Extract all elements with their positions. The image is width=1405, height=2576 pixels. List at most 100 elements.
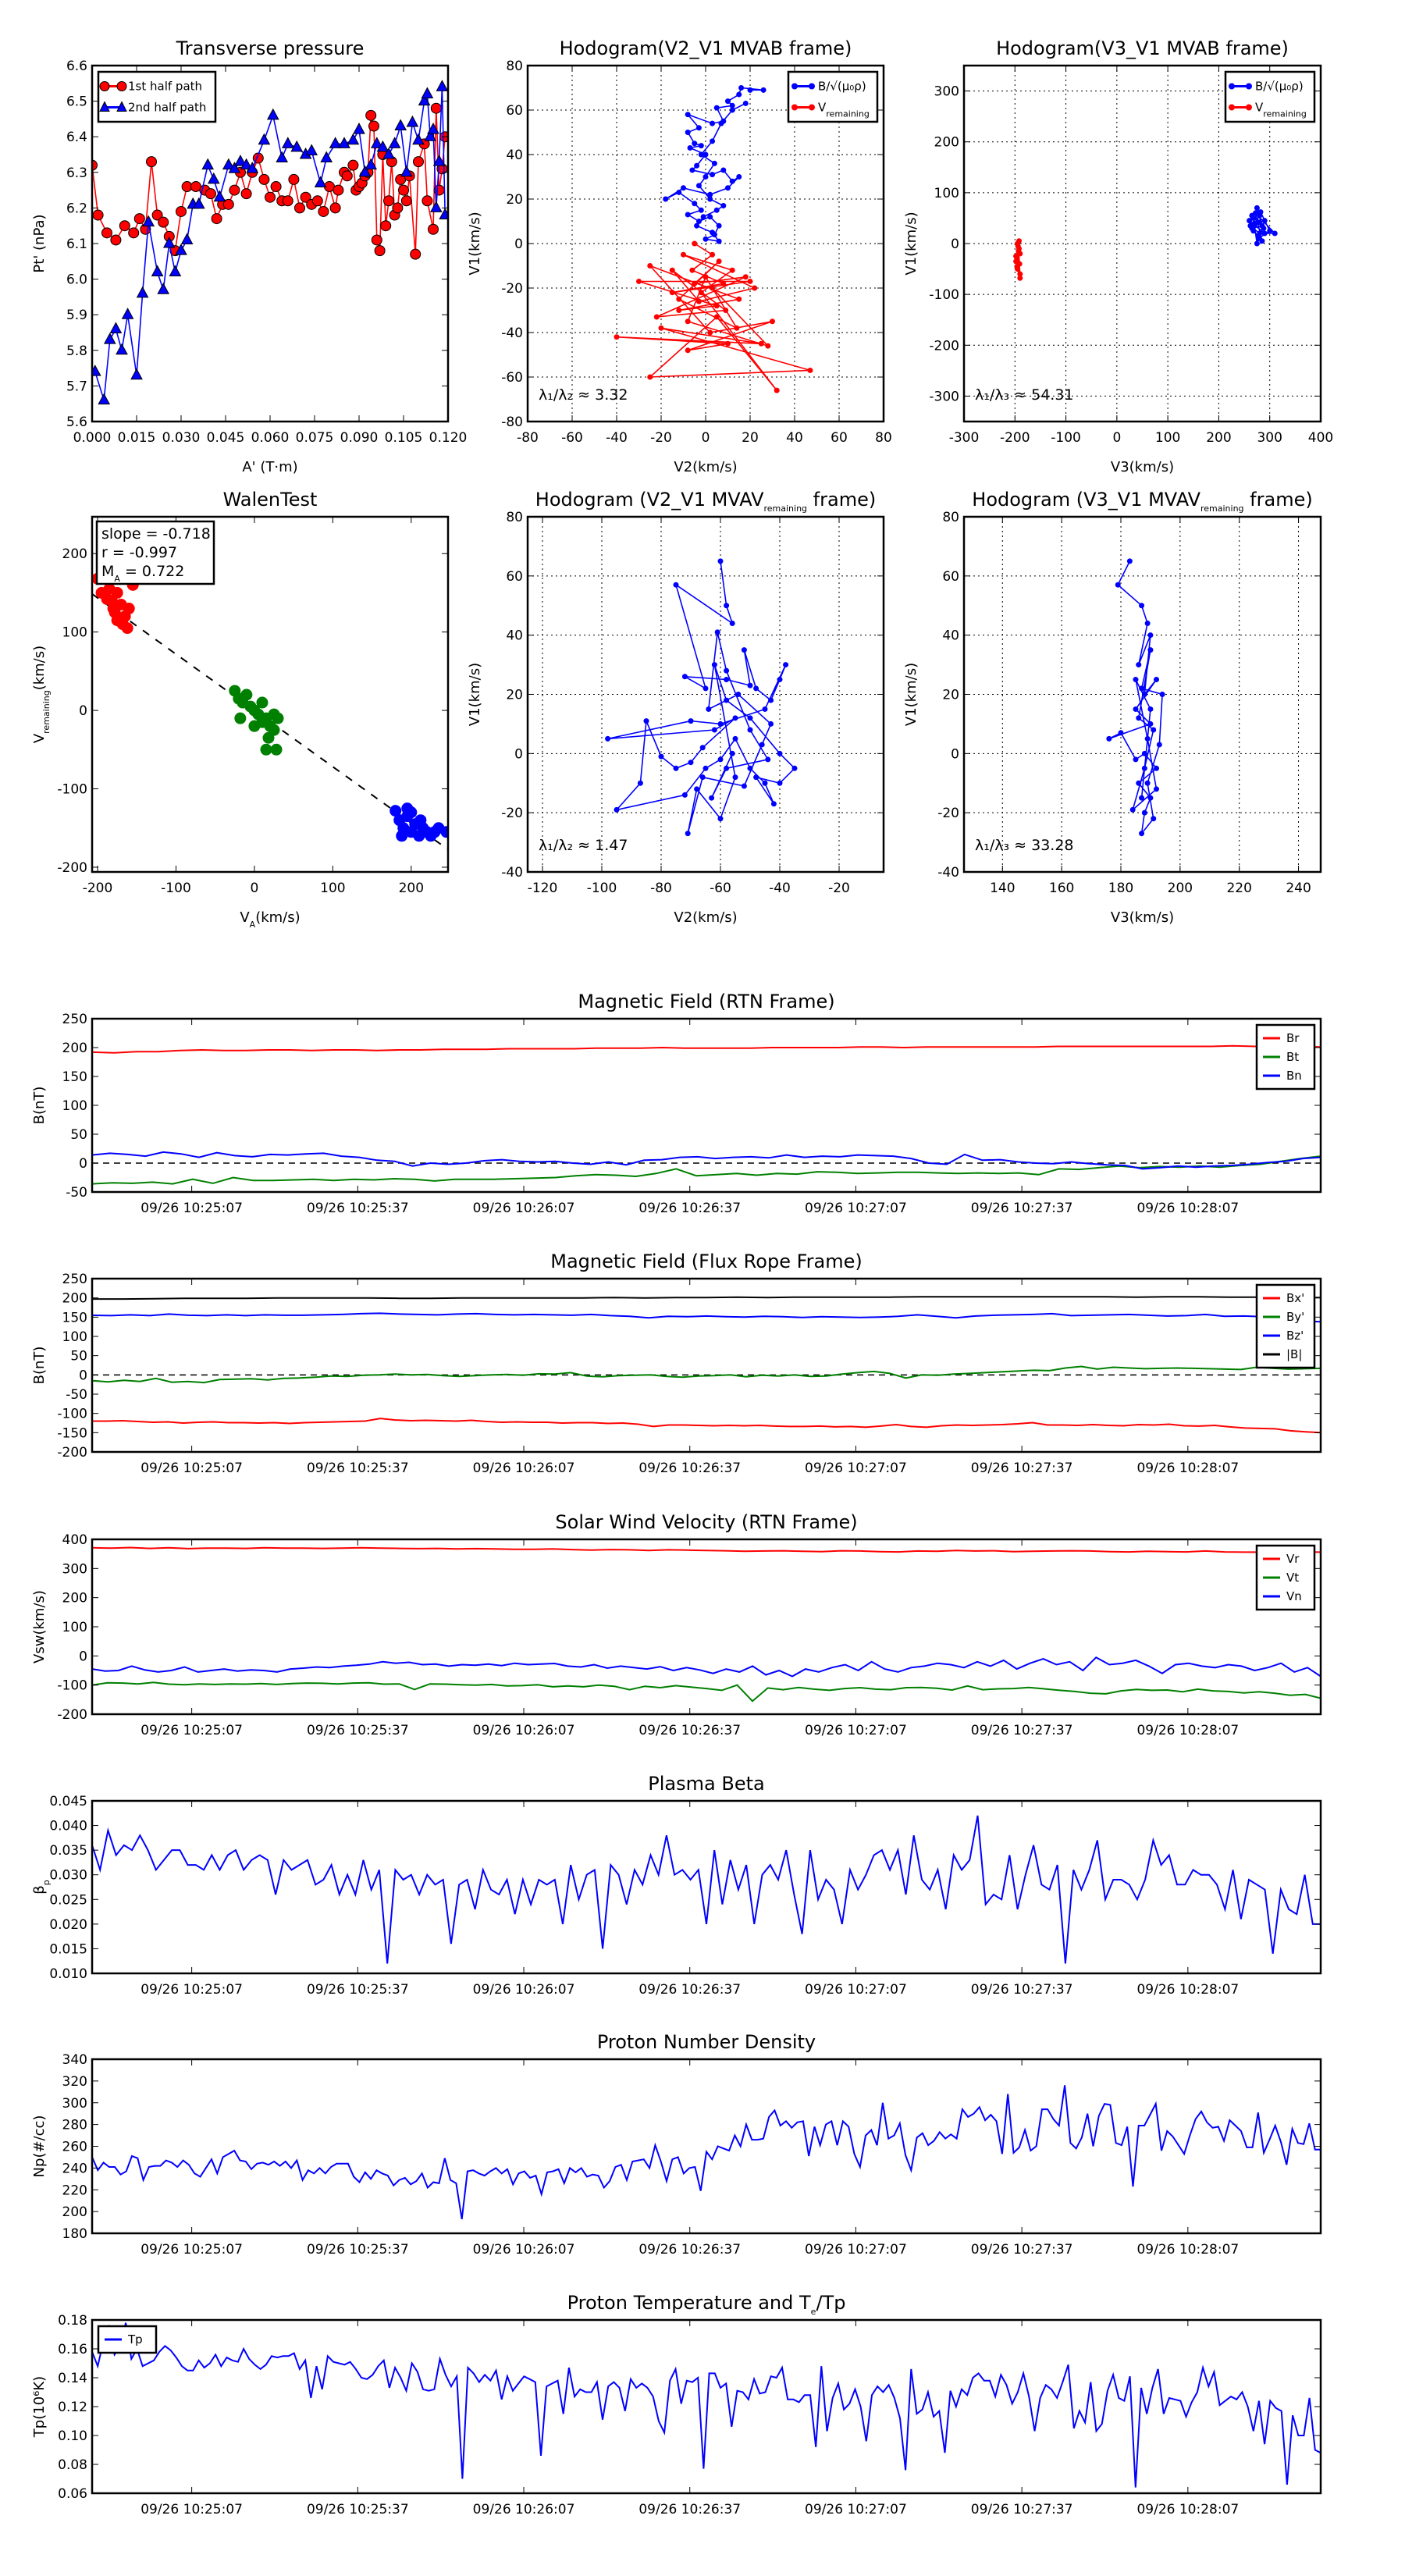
data-point bbox=[685, 347, 691, 354]
data-point bbox=[1017, 275, 1023, 281]
y-axis-label: V1(km/s) bbox=[467, 663, 483, 726]
legend-label: |B| bbox=[1286, 1347, 1302, 1361]
data-point bbox=[711, 160, 717, 166]
text-part: Transverse pressure bbox=[176, 37, 365, 59]
chart-title: WalenTest bbox=[223, 489, 318, 511]
chart-walen: WalenTest -200 -100 0 100 200 -200 -100 0 100 200 V… bbox=[31, 489, 450, 930]
y-tick-label: 100 bbox=[62, 625, 87, 641]
x-tick-label: 09/26 10:25:07 bbox=[140, 2502, 243, 2517]
data-point bbox=[1118, 730, 1124, 736]
data-point bbox=[702, 685, 709, 692]
text-part: B/√(μ₀ρ) bbox=[818, 80, 866, 94]
data-point bbox=[692, 240, 698, 247]
data-point bbox=[1147, 720, 1154, 727]
x-tick-label: 40 bbox=[786, 430, 803, 446]
data-point bbox=[725, 185, 731, 191]
text-part: Magnetic Field (RTN Frame) bbox=[578, 991, 834, 1012]
y-tick-label: -100 bbox=[57, 782, 87, 798]
y-tick-label: 100 bbox=[62, 1620, 87, 1635]
data-point bbox=[710, 172, 716, 178]
y-tick-label: 0.015 bbox=[49, 1941, 87, 1957]
data-point bbox=[341, 170, 353, 182]
data-point bbox=[1247, 218, 1253, 224]
y-tick-label: -150 bbox=[57, 1425, 87, 1441]
data-point bbox=[1151, 816, 1157, 822]
data-point bbox=[777, 677, 783, 683]
x-tick-label: 09/26 10:25:37 bbox=[307, 1461, 409, 1476]
data-point bbox=[673, 765, 679, 771]
data-point bbox=[752, 285, 758, 291]
text-part: A' (T·m) bbox=[242, 459, 297, 475]
legend-label: Bn bbox=[1286, 1069, 1302, 1083]
data-point bbox=[681, 185, 686, 191]
data-point bbox=[422, 195, 433, 207]
data-point bbox=[758, 340, 764, 347]
data-point bbox=[116, 343, 128, 355]
data-point bbox=[98, 393, 111, 405]
x-tick-label: -100 bbox=[587, 881, 617, 896]
series-B bbox=[605, 558, 798, 837]
y-tick-label: 0 bbox=[79, 703, 87, 719]
series-B/√(μ₀ρ) bbox=[663, 85, 767, 244]
data-point bbox=[1015, 266, 1021, 272]
data-point bbox=[702, 236, 709, 242]
data-point bbox=[713, 207, 720, 213]
x-tick-label: 09/26 10:25:07 bbox=[140, 2242, 243, 2258]
data-point bbox=[694, 162, 700, 169]
data-point bbox=[765, 756, 771, 763]
legend-marker bbox=[1246, 104, 1252, 111]
data-point bbox=[392, 202, 404, 214]
text-part: Tp bbox=[127, 2332, 143, 2347]
data-point bbox=[1247, 222, 1254, 229]
y-tick-label: 100 bbox=[62, 1098, 87, 1114]
x-tick-label: 09/26 10:26:07 bbox=[473, 2502, 575, 2517]
data-point bbox=[1144, 735, 1151, 742]
legend-marker bbox=[116, 81, 127, 91]
data-point bbox=[1136, 715, 1142, 721]
data-point bbox=[329, 137, 342, 148]
data-point bbox=[1144, 621, 1151, 626]
series-middle bbox=[229, 685, 284, 756]
data-point bbox=[713, 314, 720, 320]
y-tick-label: 250 bbox=[62, 1012, 87, 1027]
y-tick-label: 20 bbox=[506, 688, 523, 703]
y-tick-label: 200 bbox=[62, 2204, 87, 2220]
data-point bbox=[353, 123, 365, 134]
series-line bbox=[92, 1155, 1321, 1185]
data-point bbox=[1261, 225, 1267, 231]
text-part: Vsw(km/s) bbox=[31, 1590, 48, 1663]
y-tick-label: 6.2 bbox=[66, 201, 87, 216]
data-point bbox=[121, 622, 133, 635]
text-part: Bn bbox=[1286, 1069, 1302, 1083]
data-point bbox=[707, 191, 713, 197]
data-point bbox=[1251, 220, 1257, 226]
y-tick-label: 0.020 bbox=[49, 1917, 87, 1933]
legend-marker bbox=[809, 83, 815, 90]
legend-label: 1st half path bbox=[128, 80, 202, 94]
x-tick-label: 09/26 10:26:07 bbox=[473, 1201, 575, 1216]
data-point bbox=[111, 614, 123, 627]
text-part: /Tp bbox=[816, 2292, 845, 2314]
text-part: Vt bbox=[1286, 1571, 1299, 1585]
legend-box bbox=[97, 70, 217, 123]
y-tick-label: 180 bbox=[62, 2226, 87, 2242]
text-part: (km/s) bbox=[255, 909, 300, 926]
x-tick-label: 09/26 10:26:37 bbox=[638, 1201, 741, 1216]
data-point bbox=[1249, 212, 1255, 219]
data-point bbox=[777, 780, 783, 786]
data-point bbox=[258, 133, 271, 145]
data-point bbox=[1261, 230, 1268, 237]
eigenvalue-ratio: λ₁/λ₃ ≈ 54.31 bbox=[975, 386, 1074, 404]
data-point bbox=[405, 806, 418, 819]
data-point bbox=[710, 285, 716, 291]
data-point bbox=[1133, 677, 1139, 683]
y-axis-label: B(nT) bbox=[31, 1087, 48, 1125]
x-tick-label: -100 bbox=[1051, 430, 1081, 446]
text-part: Solar Wind Velocity (RTN Frame) bbox=[555, 1511, 857, 1533]
y-tick-label: -40 bbox=[937, 865, 959, 881]
data-point bbox=[382, 147, 395, 159]
legend: B/√(μ₀ρ) Vremaining bbox=[1224, 70, 1316, 123]
text-part: Hodogram (V3_V1 MVAV bbox=[972, 489, 1200, 511]
y-tick-label: 320 bbox=[62, 2074, 87, 2090]
series-line bbox=[92, 1044, 1321, 1054]
